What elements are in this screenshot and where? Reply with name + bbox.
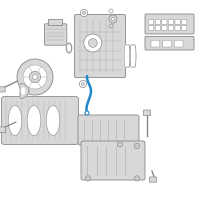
FancyBboxPatch shape bbox=[168, 26, 174, 30]
FancyBboxPatch shape bbox=[149, 177, 157, 182]
Polygon shape bbox=[66, 43, 72, 53]
Circle shape bbox=[134, 143, 140, 149]
FancyBboxPatch shape bbox=[0, 127, 6, 133]
FancyBboxPatch shape bbox=[143, 110, 151, 116]
FancyBboxPatch shape bbox=[151, 40, 160, 47]
Circle shape bbox=[136, 177, 138, 179]
FancyBboxPatch shape bbox=[0, 87, 5, 92]
Circle shape bbox=[117, 142, 123, 147]
Circle shape bbox=[85, 111, 89, 115]
FancyBboxPatch shape bbox=[163, 40, 171, 47]
FancyBboxPatch shape bbox=[78, 115, 139, 145]
Polygon shape bbox=[68, 46, 70, 50]
FancyBboxPatch shape bbox=[182, 26, 187, 30]
FancyBboxPatch shape bbox=[2, 97, 78, 144]
Circle shape bbox=[109, 9, 113, 13]
FancyBboxPatch shape bbox=[175, 20, 180, 24]
FancyBboxPatch shape bbox=[149, 20, 154, 24]
Circle shape bbox=[134, 176, 140, 181]
Ellipse shape bbox=[27, 106, 41, 136]
FancyBboxPatch shape bbox=[155, 20, 160, 24]
Circle shape bbox=[80, 9, 88, 17]
Polygon shape bbox=[124, 45, 130, 67]
Circle shape bbox=[119, 143, 121, 145]
Polygon shape bbox=[20, 83, 29, 99]
FancyBboxPatch shape bbox=[168, 20, 174, 24]
Circle shape bbox=[23, 65, 47, 89]
FancyBboxPatch shape bbox=[145, 14, 194, 34]
Circle shape bbox=[29, 71, 41, 83]
FancyBboxPatch shape bbox=[174, 40, 183, 47]
FancyBboxPatch shape bbox=[182, 20, 187, 24]
Circle shape bbox=[88, 39, 97, 47]
Circle shape bbox=[87, 177, 89, 179]
Ellipse shape bbox=[46, 106, 60, 136]
Circle shape bbox=[33, 75, 37, 79]
Circle shape bbox=[79, 80, 87, 88]
FancyBboxPatch shape bbox=[48, 19, 63, 26]
FancyBboxPatch shape bbox=[162, 20, 167, 24]
FancyBboxPatch shape bbox=[155, 26, 160, 30]
Circle shape bbox=[111, 17, 115, 21]
FancyBboxPatch shape bbox=[149, 26, 154, 30]
Polygon shape bbox=[21, 88, 25, 94]
Circle shape bbox=[81, 82, 85, 86]
Circle shape bbox=[109, 15, 117, 23]
Circle shape bbox=[84, 34, 102, 52]
FancyBboxPatch shape bbox=[44, 24, 67, 45]
Circle shape bbox=[17, 59, 53, 95]
FancyBboxPatch shape bbox=[175, 26, 180, 30]
FancyBboxPatch shape bbox=[74, 14, 126, 78]
Polygon shape bbox=[130, 45, 136, 67]
Circle shape bbox=[85, 176, 91, 181]
Circle shape bbox=[109, 24, 113, 28]
FancyBboxPatch shape bbox=[145, 36, 194, 50]
Circle shape bbox=[82, 11, 86, 15]
Circle shape bbox=[136, 145, 138, 147]
FancyBboxPatch shape bbox=[81, 141, 145, 180]
Ellipse shape bbox=[8, 106, 22, 136]
FancyBboxPatch shape bbox=[162, 26, 167, 30]
